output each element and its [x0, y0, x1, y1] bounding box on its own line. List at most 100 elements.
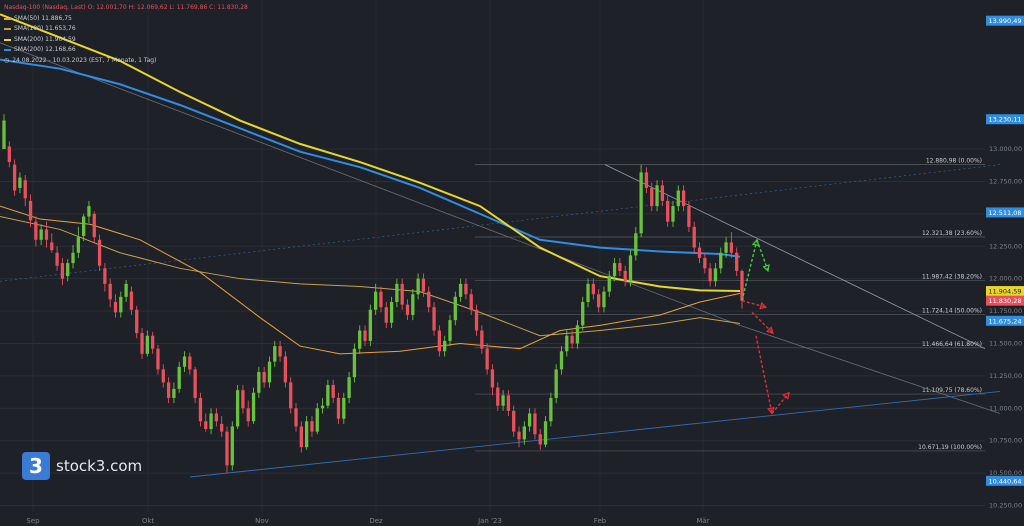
candle-body: [326, 384, 330, 406]
y-tick-label: 10.750,00: [989, 437, 1022, 445]
candle-body: [315, 408, 319, 432]
candle-body: [283, 356, 288, 383]
trend-line-down: [604, 164, 986, 350]
candle-body: [368, 309, 372, 341]
candle-body: [193, 369, 197, 398]
candle-body: [517, 431, 521, 440]
candle-body: [400, 283, 404, 305]
price-label-box: [986, 114, 1024, 125]
candle-body: [729, 242, 734, 253]
candle-body: [166, 382, 171, 398]
x-tick-label: Dez: [369, 517, 383, 525]
forecast-arrow-down: [741, 300, 767, 308]
x-tick-label: Mär: [696, 517, 709, 525]
candle-body: [87, 206, 91, 217]
candle-body: [437, 330, 442, 352]
date-range: ◷ 24.08.2022 - 10.03.2023 (EST, 7 Monate…: [4, 56, 248, 67]
y-tick-label: 10.500,00: [989, 469, 1022, 477]
candle-body: [660, 185, 665, 201]
legend-label: SMA(200) 12.168,66: [14, 46, 76, 53]
candle-body: [735, 252, 739, 271]
candle-body: [655, 185, 659, 207]
y-tick-label: 10.250,00: [989, 502, 1022, 510]
candle-body: [639, 172, 643, 234]
forecast-arrow-down-2-head: [766, 326, 774, 335]
candle-body: [257, 372, 261, 393]
logo-text: stock3.com: [56, 457, 143, 475]
candle-body: [676, 190, 680, 207]
price-label-text: 10.440,64: [988, 477, 1021, 485]
candle-body: [188, 356, 192, 370]
candle-body: [113, 302, 118, 313]
y-tick-label: 11.500,00: [989, 339, 1022, 347]
price-label-text: 13.230,11: [988, 116, 1021, 124]
candle-body: [225, 431, 229, 466]
candle-body: [18, 177, 22, 188]
candle-body: [554, 369, 558, 398]
candle-body: [71, 252, 75, 264]
candle-body: [135, 309, 139, 334]
candle-body: [570, 335, 574, 344]
candle-body: [145, 335, 149, 354]
y-tick-label: 11.250,00: [989, 372, 1022, 380]
price-label-text: 11.830,28: [988, 297, 1021, 305]
candle-body: [347, 377, 351, 398]
candle-body: [607, 276, 611, 292]
candle-body: [490, 369, 495, 388]
candle-body: [719, 252, 723, 269]
candle-body: [389, 302, 394, 323]
forecast-arrow-up: [741, 239, 758, 301]
candle-body: [623, 270, 627, 282]
candle-body: [671, 206, 675, 222]
legend-item[interactable]: SMA(100) 11.653,76: [4, 24, 248, 35]
candle-body: [177, 366, 181, 389]
forecast-arrow-down-3: [755, 335, 773, 414]
candle-body: [708, 268, 712, 282]
candle-body: [39, 229, 43, 240]
candle-body: [262, 372, 266, 383]
y-tick-label: 11.750,00: [989, 307, 1022, 315]
candle-body: [34, 221, 38, 240]
candle-body: [331, 384, 335, 398]
fib-level-label: 12.880,98 (0.00%): [926, 157, 982, 164]
candle-body: [299, 426, 303, 448]
price-label-text: 13.990,49: [988, 17, 1021, 25]
fib-level-label: 11.724,14 (50.00%): [922, 307, 982, 314]
legend-item[interactable]: SMA(200) 11.904,59: [4, 35, 248, 46]
legend-swatch: [4, 28, 11, 31]
instrument-title: Nasdaq-100 (Nasdaq, Last) O: 12.001,70 H…: [4, 4, 248, 11]
x-tick-label: Okt: [142, 517, 155, 525]
candle-body: [342, 397, 346, 419]
forecast-arrow-down-4-head: [782, 391, 790, 400]
logo-mark: 3: [22, 452, 50, 480]
candle-body: [618, 263, 622, 271]
chart-header: Nasdaq-100 (Nasdaq, Last) O: 12.001,70 H…: [4, 3, 248, 66]
price-label-box: [986, 15, 1024, 26]
legend-label: SMA(200) 11.904,59: [14, 35, 76, 43]
candle-body: [55, 252, 59, 266]
y-tick-label: 12.000,00: [989, 275, 1022, 283]
candle-body: [650, 187, 654, 207]
candle-body: [214, 413, 219, 422]
candle-body: [506, 395, 511, 411]
candle-body: [119, 296, 123, 313]
candle-body: [336, 397, 341, 419]
candle-body: [533, 413, 537, 435]
legend-label: SMA(100) 11.653,76: [14, 25, 76, 32]
candle-body: [512, 410, 516, 432]
candle-body: [363, 330, 367, 341]
candle-body: [2, 120, 6, 150]
candle-body: [12, 164, 17, 191]
forecast-arrow-down-3-head: [767, 406, 775, 415]
legend-item[interactable]: SMA(200) 12.168,66: [4, 45, 248, 56]
legend-label: SMA(50) 11.886,75: [14, 14, 72, 22]
candle-body: [204, 421, 208, 430]
legend-item[interactable]: SMA(50) 11.886,75: [4, 14, 248, 25]
candle-body: [140, 333, 144, 354]
candle-body: [251, 392, 256, 422]
candle-body: [724, 242, 728, 253]
candle-body: [480, 330, 484, 349]
candle-body: [453, 296, 457, 321]
y-tick-label: 11.000,00: [989, 404, 1022, 412]
